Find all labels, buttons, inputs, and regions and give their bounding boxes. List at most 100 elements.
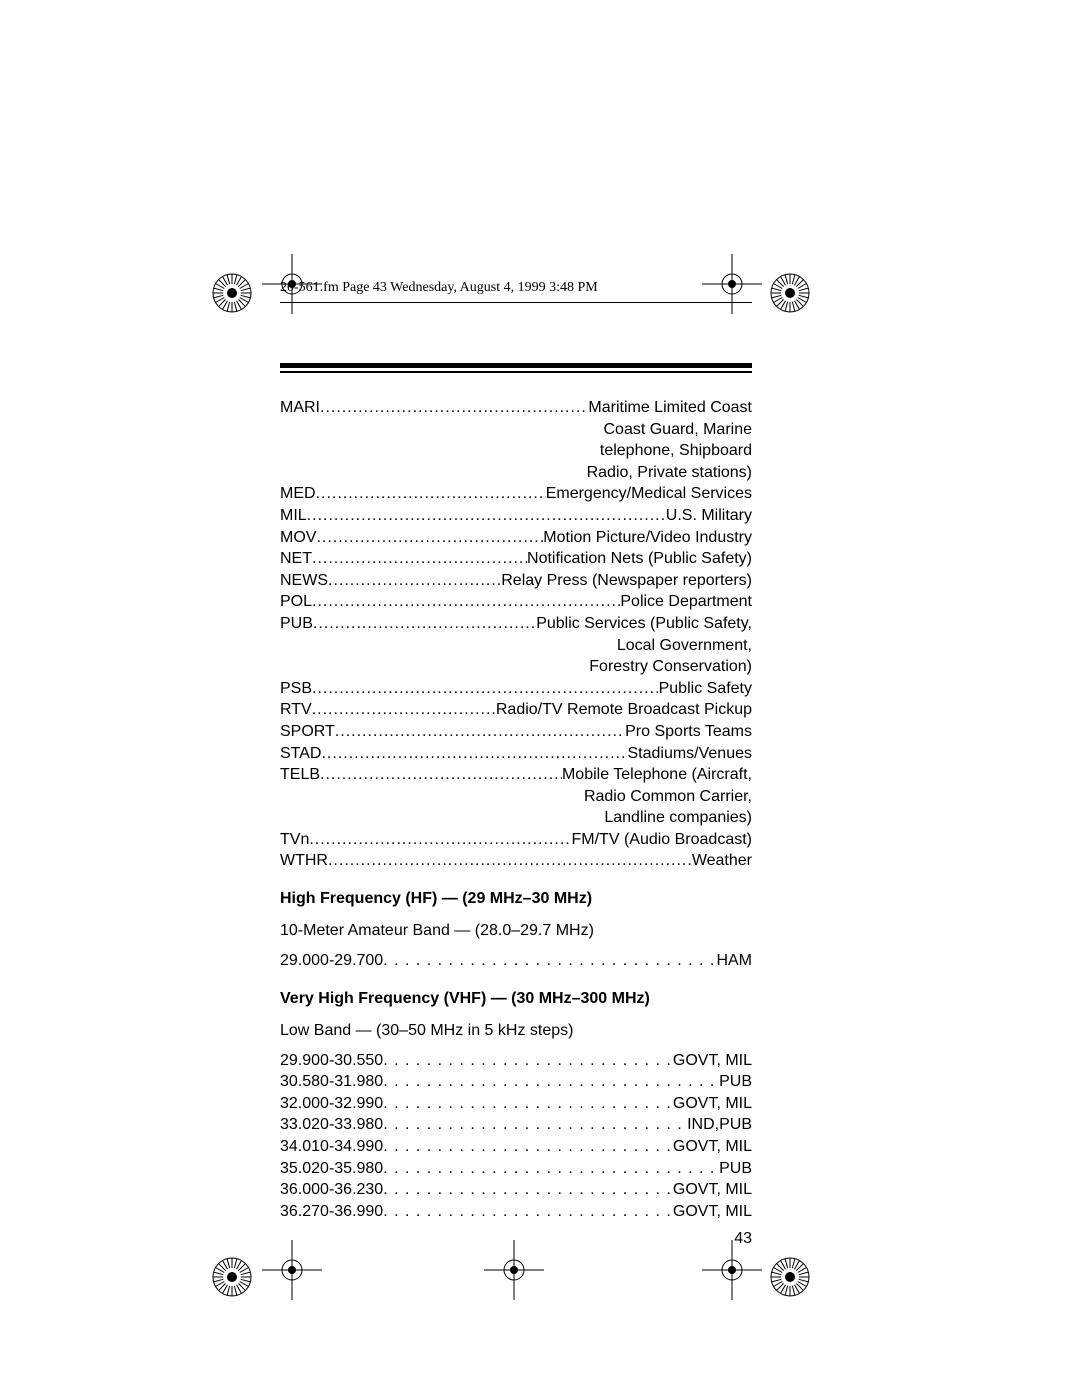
leader-row: 35.020-35.980. . . . . . . . . . . . . .… — [280, 1158, 752, 1180]
running-header: 20-561.fm Page 43 Wednesday, August 4, 1… — [280, 280, 752, 296]
leader-dots: ........................................… — [316, 527, 543, 549]
leader-row: RTV.....................................… — [280, 699, 752, 721]
leader-dots: ........................................… — [321, 743, 627, 765]
leader-row: 29.900-30.550. . . . . . . . . . . . . .… — [280, 1050, 752, 1072]
registration-mark-icon — [211, 272, 253, 314]
crop-mark-icon — [702, 254, 762, 314]
abbreviation-list: MARI....................................… — [280, 397, 752, 872]
row-value: IND,PUB — [687, 1114, 752, 1136]
crop-mark-icon — [262, 254, 322, 314]
leader-row: SPORT...................................… — [280, 721, 752, 743]
row-value: Notification Nets (Public Safety) — [527, 548, 752, 570]
row-label: RTV — [280, 699, 312, 721]
continuation-line: Forestry Conservation) — [280, 656, 752, 678]
row-value: Motion Picture/Video Industry — [543, 527, 752, 549]
continuation-line: telephone, Shipboard — [280, 440, 752, 462]
hf-body-text: 10-Meter Amateur Band — (28.0–29.7 MHz) — [280, 922, 752, 940]
row-value: Stadiums/Venues — [627, 743, 752, 765]
leader-row: 33.020-33.980. . . . . . . . . . . . . .… — [280, 1114, 752, 1136]
row-label: 29.900-30.550 — [280, 1050, 383, 1072]
leader-dots: . . . . . . . . . . . . . . . . . . . . … — [383, 1201, 673, 1223]
vhf-frequency-list: 29.900-30.550. . . . . . . . . . . . . .… — [280, 1050, 752, 1223]
leader-dots: . . . . . . . . . . . . . . . . . . . . … — [383, 1179, 673, 1201]
hf-frequency-list: 29.000-29.700. . . . . . . . . . . . . .… — [280, 950, 752, 972]
leader-dots: . . . . . . . . . . . . . . . . . . . . … — [383, 1114, 687, 1136]
row-label: PSB — [280, 678, 312, 700]
leader-row: MARI....................................… — [280, 397, 752, 419]
row-value: GOVT, MIL — [673, 1201, 752, 1223]
row-label: 36.000-36.230 — [280, 1179, 383, 1201]
leader-row: STAD....................................… — [280, 743, 752, 765]
registration-mark-icon — [211, 1256, 253, 1298]
leader-dots: . . . . . . . . . . . . . . . . . . . . … — [383, 1158, 719, 1180]
leader-dots: . . . . . . . . . . . . . . . . . . . . … — [383, 1050, 673, 1072]
row-value: U.S. Military — [666, 505, 752, 527]
leader-dots: ........................................… — [312, 548, 527, 570]
leader-dots: ........................................… — [335, 721, 625, 743]
leader-row: NEWS....................................… — [280, 570, 752, 592]
row-label: WTHR — [280, 850, 328, 872]
row-value: Mobile Telephone (Aircraft, — [562, 764, 752, 786]
row-value: Public Services (Public Safety, — [536, 613, 752, 635]
row-label: 34.010-34.990 — [280, 1136, 383, 1158]
crop-mark-icon — [484, 1240, 544, 1300]
row-label: MIL — [280, 505, 307, 527]
row-value: GOVT, MIL — [673, 1136, 752, 1158]
row-label: PUB — [280, 613, 313, 635]
leader-dots: . . . . . . . . . . . . . . . . . . . . … — [383, 950, 716, 972]
horizontal-rule — [280, 363, 752, 373]
row-label: 36.270-36.990 — [280, 1201, 383, 1223]
page-content: 20-561.fm Page 43 Wednesday, August 4, 1… — [280, 280, 752, 1248]
row-value: Emergency/Medical Services — [546, 483, 752, 505]
row-value: Pro Sports Teams — [625, 721, 752, 743]
leader-row: MOV.....................................… — [280, 527, 752, 549]
row-label: MOV — [280, 527, 316, 549]
leader-dots: ........................................… — [312, 699, 496, 721]
leader-row: 36.270-36.990. . . . . . . . . . . . . .… — [280, 1201, 752, 1223]
leader-dots: ........................................… — [316, 483, 546, 505]
leader-row: 30.580-31.980. . . . . . . . . . . . . .… — [280, 1071, 752, 1093]
registration-mark-icon — [769, 1256, 811, 1298]
leader-row: PSB.....................................… — [280, 678, 752, 700]
leader-row: 32.000-32.990. . . . . . . . . . . . . .… — [280, 1093, 752, 1115]
row-label: 29.000-29.700 — [280, 950, 383, 972]
leader-dots: ........................................… — [320, 764, 562, 786]
leader-dots: ........................................… — [320, 397, 588, 419]
row-value: Weather — [692, 850, 752, 872]
row-label: POL — [280, 591, 312, 613]
row-value: HAM — [716, 950, 752, 972]
row-value: GOVT, MIL — [673, 1050, 752, 1072]
leader-dots: ........................................… — [307, 505, 666, 527]
registration-mark-icon — [769, 272, 811, 314]
leader-row: 36.000-36.230. . . . . . . . . . . . . .… — [280, 1179, 752, 1201]
row-value: Public Safety — [659, 678, 752, 700]
row-label: SPORT — [280, 721, 335, 743]
leader-dots: ........................................… — [312, 678, 659, 700]
leader-dots: . . . . . . . . . . . . . . . . . . . . … — [383, 1136, 673, 1158]
leader-dots: ........................................… — [312, 591, 620, 613]
row-label: 32.000-32.990 — [280, 1093, 383, 1115]
hf-section-title: High Frequency (HF) — (29 MHz–30 MHz) — [280, 890, 752, 908]
row-label: NET — [280, 548, 312, 570]
leader-row: 29.000-29.700. . . . . . . . . . . . . .… — [280, 950, 752, 972]
crop-mark-icon — [702, 1240, 762, 1300]
leader-dots: ........................................… — [309, 829, 571, 851]
leader-row: PUB.....................................… — [280, 613, 752, 635]
leader-row: TVn.....................................… — [280, 829, 752, 851]
row-label: 30.580-31.980 — [280, 1071, 383, 1093]
continuation-line: Coast Guard, Marine — [280, 419, 752, 441]
vhf-body-text: Low Band — (30–50 MHz in 5 kHz steps) — [280, 1022, 752, 1040]
leader-dots: ........................................… — [313, 613, 536, 635]
row-value: Police Department — [620, 591, 752, 613]
row-label: MED — [280, 483, 316, 505]
row-value: Radio/TV Remote Broadcast Pickup — [496, 699, 752, 721]
leader-dots: . . . . . . . . . . . . . . . . . . . . … — [383, 1071, 719, 1093]
crop-mark-icon — [262, 1240, 322, 1300]
leader-dots: . . . . . . . . . . . . . . . . . . . . … — [383, 1093, 673, 1115]
row-label: TVn — [280, 829, 309, 851]
leader-row: MED.....................................… — [280, 483, 752, 505]
continuation-line: Radio Common Carrier, — [280, 786, 752, 808]
leader-dots: ........................................… — [328, 850, 692, 872]
continuation-line: Local Government, — [280, 635, 752, 657]
row-value: Maritime Limited Coast — [588, 397, 752, 419]
